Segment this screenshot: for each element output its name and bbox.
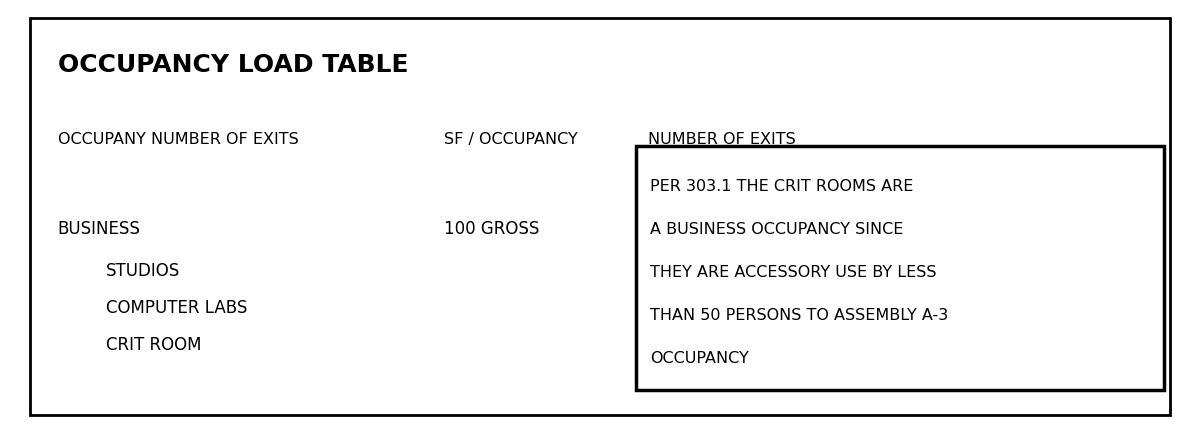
- Text: 100 GROSS: 100 GROSS: [444, 220, 539, 239]
- Text: PER 303.1 THE CRIT ROOMS ARE: PER 303.1 THE CRIT ROOMS ARE: [650, 179, 913, 194]
- Text: A BUSINESS OCCUPANCY SINCE: A BUSINESS OCCUPANCY SINCE: [650, 222, 904, 237]
- Bar: [636, 146, 1164, 390]
- Text: OCCUPANY NUMBER OF EXITS: OCCUPANY NUMBER OF EXITS: [58, 132, 299, 147]
- Text: BUSINESS: BUSINESS: [58, 220, 140, 239]
- Text: SF / OCCUPANCY: SF / OCCUPANCY: [444, 132, 577, 147]
- Text: COMPUTER LABS: COMPUTER LABS: [106, 299, 247, 317]
- Text: THEY ARE ACCESSORY USE BY LESS: THEY ARE ACCESSORY USE BY LESS: [650, 265, 937, 280]
- Text: OCCUPANCY: OCCUPANCY: [650, 351, 749, 366]
- Text: NUMBER OF EXITS: NUMBER OF EXITS: [648, 132, 796, 147]
- Text: OCCUPANCY LOAD TABLE: OCCUPANCY LOAD TABLE: [58, 53, 408, 77]
- Text: CRIT ROOM: CRIT ROOM: [106, 336, 202, 354]
- Text: THAN 50 PERSONS TO ASSEMBLY A-3: THAN 50 PERSONS TO ASSEMBLY A-3: [650, 308, 949, 323]
- Text: STUDIOS: STUDIOS: [106, 262, 180, 280]
